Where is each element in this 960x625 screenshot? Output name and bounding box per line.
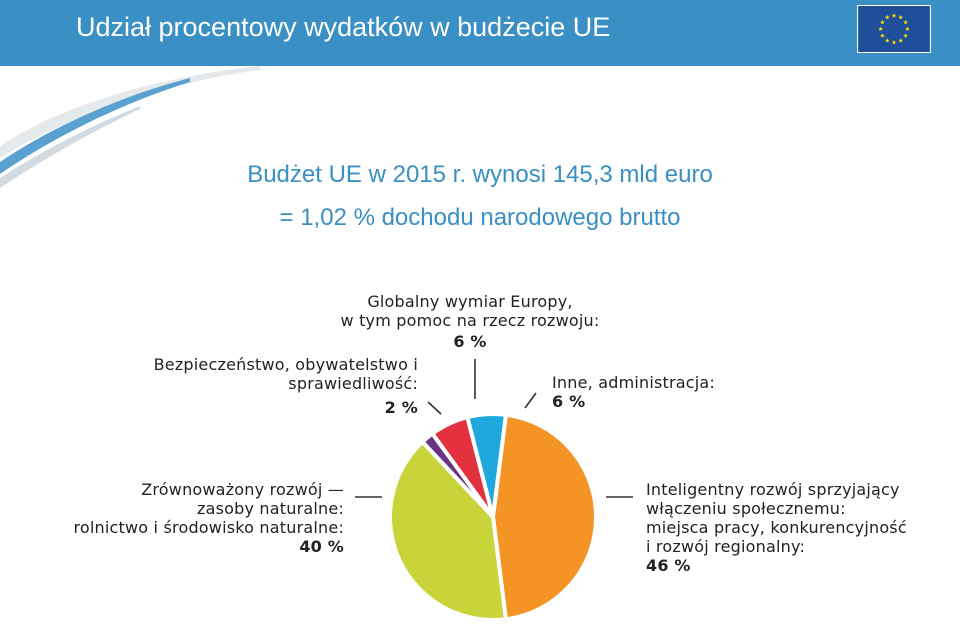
label-global-europe: Globalny wymiar Europy, w tym pomoc na r… — [320, 292, 620, 351]
flag-star — [884, 14, 890, 20]
value-global-europe: 6 % — [453, 332, 487, 351]
flag-star — [903, 33, 908, 38]
slice-other-admin — [464, 412, 509, 518]
flag-star — [880, 19, 885, 25]
header-bar: Udział procentowy wydatków w budżecie UE — [0, 0, 960, 66]
label-sustainable-growth-line-2: zasoby naturalne: — [196, 499, 344, 518]
value-security: 2 % — [384, 398, 418, 417]
label-security-line-2: sprawiedliwość: — [288, 374, 418, 393]
label-smart-growth-line-1: Inteligentny rozwój sprzyjający — [646, 480, 900, 499]
label-smart-growth: Inteligentny rozwój sprzyjający włączeni… — [646, 480, 946, 575]
label-global-europe-line-1: Globalny wymiar Europy, — [367, 292, 573, 311]
value-smart-growth: 46 % — [646, 556, 691, 575]
leader-line-other-admin — [524, 392, 537, 409]
flag-star — [884, 38, 890, 43]
label-smart-growth-line-4: i rozwój regionalny: — [646, 537, 806, 556]
label-sustainable-growth-line-3: rolnictwo i środowisko naturalne: — [73, 518, 344, 537]
gni-headline: = 1,02 % dochodu narodowego brutto — [279, 204, 681, 231]
leader-line-security — [427, 401, 442, 415]
value-sustainable-growth: 40 % — [299, 537, 344, 556]
eu-flag-icon — [857, 5, 931, 53]
flag-star — [905, 26, 910, 32]
flag-star — [891, 39, 897, 45]
value-other-admin: 6 % — [552, 392, 586, 411]
flag-star — [878, 26, 883, 32]
label-sustainable-growth: Zrównoważony rozwój — zasoby naturalne: … — [20, 480, 344, 556]
flag-star — [898, 38, 904, 43]
label-security-line-1: Bezpieczeństwo, obywatelstwo i — [153, 355, 418, 374]
flag-star — [880, 33, 885, 38]
label-other-admin: Inne, administracja: 6 % — [552, 373, 772, 411]
flag-star — [891, 13, 897, 18]
flag-star — [898, 14, 904, 20]
label-smart-growth-line-2: włączeniu społecznemu: — [646, 499, 846, 518]
page-title: Udział procentowy wydatków w budżecie UE — [76, 12, 611, 42]
flag-star — [903, 19, 908, 25]
budget-headline: Budżet UE w 2015 r. wynosi 145,3 mld eur… — [247, 161, 713, 188]
decorative-swoosh — [0, 66, 260, 188]
label-sustainable-growth-line-1: Zrównoważony rozwój — — [141, 480, 344, 499]
label-smart-growth-line-3: miejsca pracy, konkurencyjność — [646, 518, 907, 537]
label-global-europe-line-2: w tym pomoc na rzecz rozwoju: — [340, 311, 600, 330]
label-other-admin-line-1: Inne, administracja: — [552, 373, 716, 392]
label-security: Bezpieczeństwo, obywatelstwo i sprawiedl… — [100, 355, 418, 417]
slice-sustainable-growth — [388, 439, 509, 622]
slice-smart-growth — [490, 412, 599, 622]
